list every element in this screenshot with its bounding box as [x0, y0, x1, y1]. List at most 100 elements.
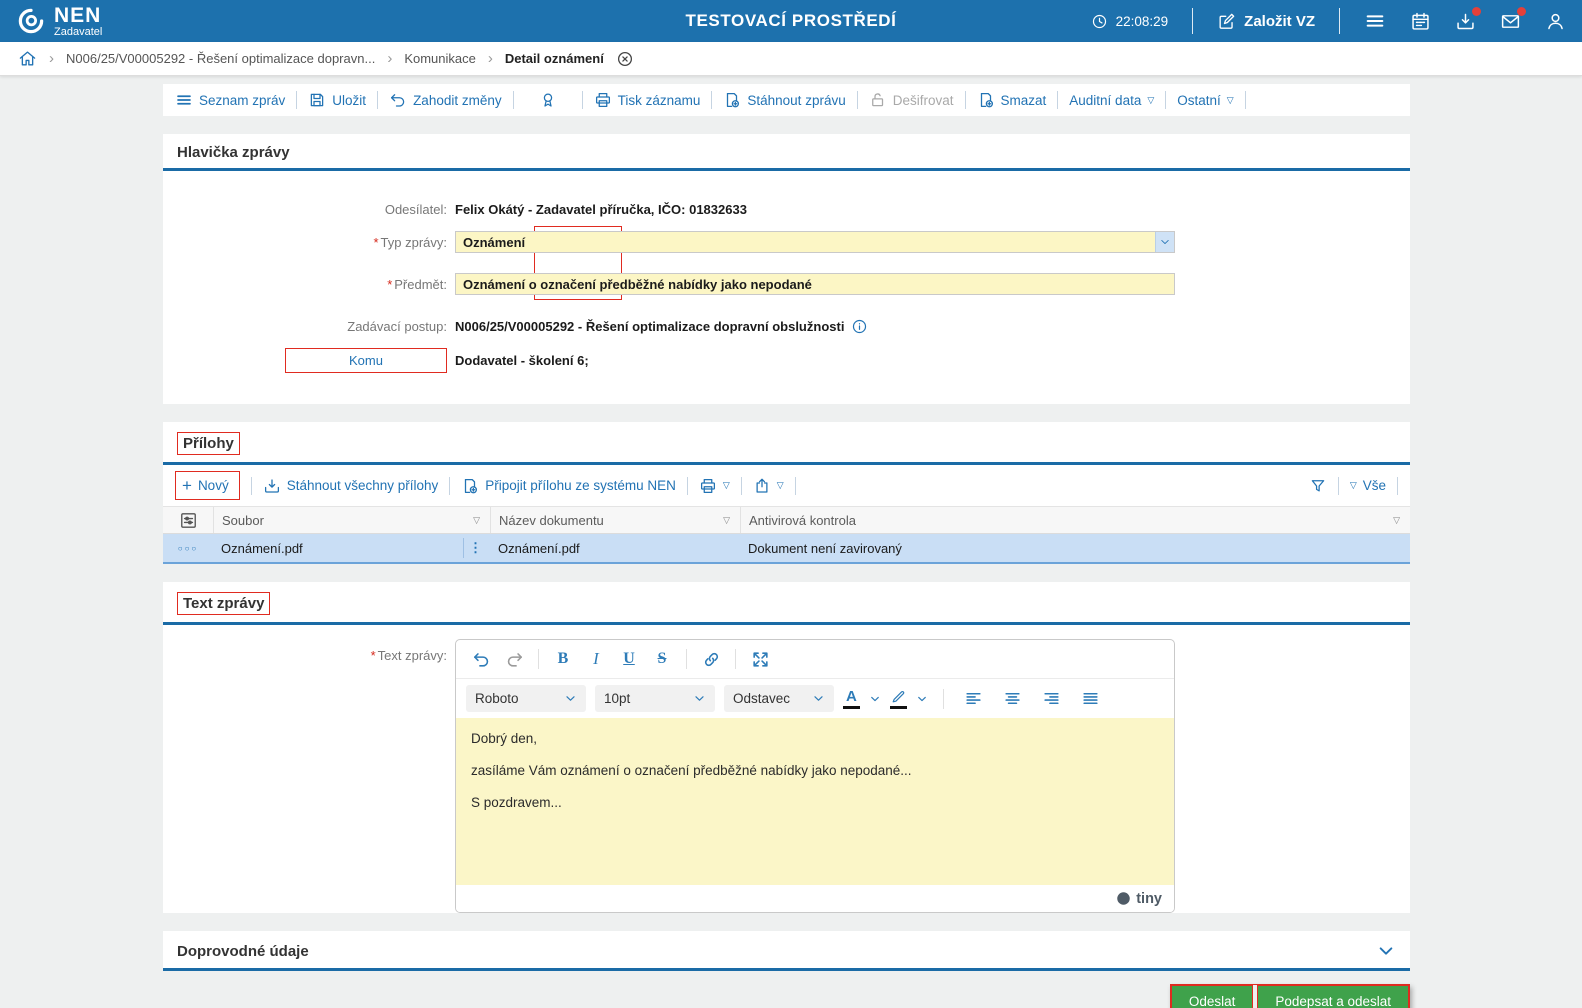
novy-button[interactable]: + Nový	[175, 471, 240, 500]
align-justify-icon	[1081, 689, 1100, 708]
row-nazev-cell[interactable]: Oznámení.pdf	[490, 534, 740, 562]
stahnout-zpravu-button[interactable]: Stáhnout zprávu	[723, 91, 846, 109]
breadcrumb-project[interactable]: N006/25/V00005292 - Řešení optimalizace …	[66, 51, 376, 66]
underline-button[interactable]: U	[623, 650, 635, 667]
seal-button[interactable]	[539, 91, 557, 109]
italic-button[interactable]: I	[593, 649, 599, 668]
ostatni-label: Ostatní	[1177, 92, 1221, 108]
drag-handle-icon[interactable]: ⋮	[463, 538, 484, 558]
ostatni-dropdown[interactable]: Ostatní ▽	[1177, 93, 1233, 108]
ulozit-button[interactable]: Uložit	[308, 91, 366, 109]
column-settings-icon[interactable]	[179, 511, 198, 530]
messages-button[interactable]	[1500, 6, 1526, 32]
column-filter-icon[interactable]: ▽	[723, 514, 730, 525]
section-underline	[163, 968, 1410, 971]
text-color-button[interactable]: A	[843, 688, 860, 709]
smazat-button[interactable]: Smazat	[977, 91, 1046, 109]
column-soubor[interactable]: Soubor ▽	[213, 507, 490, 533]
column-nazev[interactable]: Název dokumentu ▽	[490, 507, 740, 533]
menu-button[interactable]	[1364, 10, 1386, 32]
chevron-down-icon	[1159, 236, 1171, 248]
stahnout-zpravu-label: Stáhnout zprávu	[747, 92, 846, 108]
filter-funnel-icon[interactable]	[1309, 477, 1327, 495]
typ-zpravy-select[interactable]: Oznámení	[455, 231, 1175, 253]
brand-name: NEN	[54, 3, 102, 27]
predmet-input[interactable]: Oznámení o označení předběžné nabídky ja…	[455, 273, 1175, 295]
editor-content[interactable]: Dobrý den, zasíláme Vám oznámení o označ…	[456, 718, 1174, 885]
toolbar-divider	[296, 91, 298, 109]
tinymce-brand[interactable]: tiny	[1136, 890, 1162, 907]
profile-button[interactable]	[1545, 11, 1566, 32]
komu-button[interactable]: Komu	[285, 348, 447, 373]
close-tab-icon[interactable]	[616, 50, 634, 68]
downloads-badge	[1472, 6, 1481, 16]
card-head: Hlavička zprávy	[163, 134, 1410, 168]
section-title: Hlavička zprávy	[177, 144, 290, 161]
zadavaci-postup-row: Zadávací postup: N006/25/V00005292 - Řeš…	[163, 315, 1410, 337]
chevron-down-icon[interactable]	[869, 693, 881, 705]
font-size-dropdown[interactable]: 10pt	[595, 685, 715, 712]
column-filter-icon[interactable]: ▽	[473, 514, 480, 525]
create-vz-button[interactable]: Založit VZ	[1217, 12, 1315, 31]
insert-link-button[interactable]	[696, 647, 726, 671]
toolbar-divider	[1397, 476, 1398, 495]
align-justify-button[interactable]	[1076, 687, 1106, 711]
seznam-zprav-label: Seznam zpráv	[199, 92, 286, 108]
expand-section-chevron-icon[interactable]	[1376, 941, 1396, 961]
calendar-button[interactable]	[1410, 11, 1431, 32]
bold-button[interactable]: B	[557, 650, 569, 667]
print-dropdown[interactable]: ▽	[699, 477, 730, 495]
accompanying-data-card: Doprovodné údaje	[163, 931, 1410, 971]
attachments-toolbar: + Nový Stáhnout všechny přílohy Připojit…	[163, 465, 1410, 506]
toolbar-divider	[1165, 91, 1167, 109]
column-antivir[interactable]: Antivirová kontrola ▽	[740, 507, 1410, 533]
toolbar-divider	[856, 91, 858, 109]
align-right-button[interactable]	[1037, 687, 1067, 711]
odeslat-button[interactable]: Odeslat	[1170, 985, 1254, 1008]
zahodit-zmeny-button[interactable]: Zahodit změny	[389, 91, 502, 109]
undo-button[interactable]	[466, 647, 496, 671]
auditni-data-dropdown[interactable]: Auditní data ▽	[1069, 93, 1154, 108]
pripojit-prilohu-button[interactable]: Připojit přílohu ze systému NEN	[461, 477, 676, 495]
attachments-table-header: Soubor ▽ Název dokumentu ▽ Antivirová ko…	[163, 506, 1410, 534]
align-center-button[interactable]	[998, 687, 1028, 711]
row-antivir-cell: Dokument není zavirovaný	[740, 534, 1410, 562]
fullscreen-button[interactable]	[745, 647, 775, 671]
align-left-button[interactable]	[959, 687, 989, 711]
nen-brand[interactable]: NEN Zadavatel	[16, 5, 102, 38]
stahnout-vsechny-button[interactable]: Stáhnout všechny přílohy	[263, 477, 438, 495]
tisk-zaznamu-label: Tisk záznamu	[617, 92, 701, 108]
calendar-icon	[1410, 11, 1431, 32]
table-row[interactable]: ○○○ Oznámení.pdf ⋮ Oznámení.pdf Dokument…	[163, 534, 1410, 564]
clock-icon	[1091, 13, 1108, 30]
vse-filter-dropdown[interactable]: ▽ Vše	[1350, 478, 1386, 493]
select-chevron[interactable]	[1155, 232, 1174, 252]
chevron-down-icon	[693, 692, 706, 705]
tisk-zaznamu-button[interactable]: Tisk záznamu	[594, 91, 701, 109]
typ-zpravy-label: * Typ zprávy:	[373, 234, 447, 250]
editor-paragraph: S pozdravem...	[471, 795, 562, 810]
section-title: Text zprávy	[177, 592, 271, 615]
row-more-cell[interactable]: ○○○	[163, 534, 213, 562]
podepsat-odeslat-button[interactable]: Podepsat a odeslat	[1257, 985, 1409, 1008]
chevron-down-icon[interactable]	[916, 693, 928, 705]
home-icon[interactable]	[18, 49, 37, 68]
redo-button[interactable]	[499, 647, 529, 671]
paragraph-format-dropdown[interactable]: Odstavec	[724, 685, 834, 712]
highlight-color-button[interactable]	[889, 688, 907, 709]
divider	[1192, 8, 1194, 34]
editor-paragraph: Dobrý den,	[471, 731, 538, 746]
row-soubor-cell[interactable]: Oznámení.pdf ⋮	[213, 534, 490, 562]
info-icon[interactable]	[851, 318, 868, 335]
export-icon	[753, 477, 771, 495]
page-content: Seznam zpráv Uložit Zahodit změny Tisk z…	[163, 84, 1410, 1008]
dropdown-triangle-icon: ▽	[1226, 94, 1234, 105]
export-dropdown[interactable]: ▽	[753, 477, 784, 495]
strikethrough-button[interactable]: S	[657, 650, 667, 667]
column-filter-icon[interactable]: ▽	[1393, 514, 1400, 525]
font-size-value: 10pt	[604, 691, 631, 706]
font-family-dropdown[interactable]: Roboto	[466, 685, 586, 712]
downloads-button[interactable]	[1455, 6, 1481, 32]
breadcrumb-komunikace[interactable]: Komunikace	[404, 51, 476, 66]
seznam-zprav-button[interactable]: Seznam zpráv	[175, 91, 285, 109]
